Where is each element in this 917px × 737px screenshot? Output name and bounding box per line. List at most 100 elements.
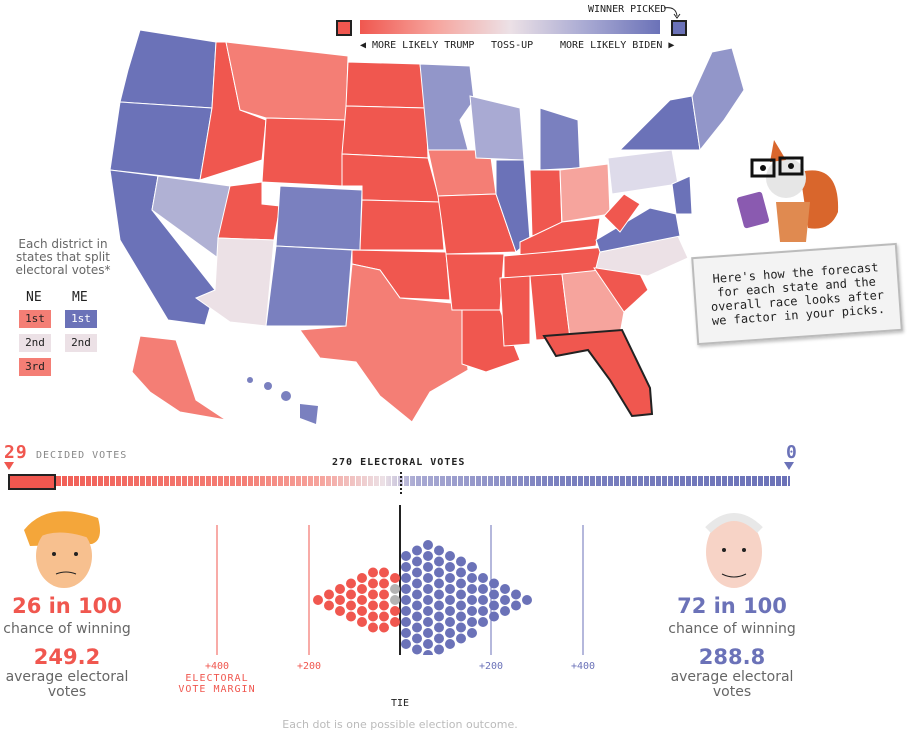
outcome-dot — [401, 595, 411, 605]
state-hi[interactable] — [247, 377, 318, 424]
ne-district-1[interactable]: 1st — [19, 310, 51, 328]
state-ky[interactable] — [519, 217, 601, 257]
electoral-vote-bar[interactable] — [8, 476, 790, 486]
outcome-dot — [456, 633, 466, 644]
state-wv[interactable] — [603, 193, 641, 233]
state-mt[interactable] — [225, 41, 349, 121]
outcome-dot — [445, 562, 455, 572]
tossup-label: TOSS-UP — [491, 40, 534, 51]
state-co[interactable] — [275, 185, 363, 251]
state-tx[interactable] — [299, 263, 469, 423]
outcome-dot — [434, 567, 444, 578]
state-mn[interactable] — [419, 63, 475, 151]
outcome-dot — [335, 606, 345, 616]
state-az[interactable] — [194, 237, 275, 327]
outcome-dot — [412, 644, 422, 655]
outcome-dot — [467, 584, 477, 594]
state-oh[interactable] — [559, 163, 611, 223]
outcome-dot — [412, 545, 422, 556]
biden-chance-label: chance of winning — [668, 621, 796, 637]
outcome-dot — [423, 584, 433, 594]
outcome-dot — [456, 622, 466, 633]
outcome-dot — [412, 622, 422, 633]
state-fl[interactable] — [542, 328, 654, 418]
state-ny[interactable] — [618, 95, 701, 151]
outcome-dot — [434, 545, 444, 556]
trump-400-label: +400 — [204, 661, 230, 672]
biden-avg-label: average electoral votes — [670, 669, 794, 700]
state-wy[interactable] — [261, 117, 347, 187]
more-biden-label: MORE LIKELY BIDEN ▶ — [560, 40, 675, 51]
trump-chance: 26 in 100 — [12, 594, 122, 618]
outcome-dot — [423, 639, 433, 649]
ne-header: NE — [26, 290, 42, 305]
trump-avg-label: average electoral votes — [5, 669, 129, 700]
outcome-dot — [434, 600, 444, 611]
state-ar[interactable] — [445, 253, 505, 311]
state-mi[interactable] — [539, 107, 581, 171]
outcome-dot — [368, 578, 378, 589]
me-district-1[interactable]: 1st — [65, 310, 97, 328]
tie-label: TIE — [390, 698, 410, 709]
state-wi[interactable] — [469, 95, 525, 161]
outcome-dot — [434, 633, 444, 644]
outcome-dot — [522, 595, 532, 605]
outcome-dot — [423, 551, 433, 561]
state-wa[interactable] — [119, 29, 217, 109]
state-ak[interactable] — [131, 335, 227, 421]
outcome-dot — [423, 573, 433, 583]
outcome-dot — [423, 595, 433, 605]
outcome-dot — [401, 562, 411, 572]
outcome-dot — [412, 611, 422, 622]
trump-200-label: +200 — [296, 661, 322, 672]
outcome-dot — [379, 600, 389, 611]
trump-picked-swatch[interactable] — [336, 20, 352, 36]
outcome-dot — [500, 606, 510, 616]
270-marker — [400, 472, 402, 494]
outcome-dot — [456, 611, 466, 622]
outcome-dot — [390, 595, 400, 605]
outcome-dot — [423, 606, 433, 616]
outcome-dot — [401, 551, 411, 561]
state-nj-md-de[interactable] — [671, 175, 693, 215]
state-or[interactable] — [109, 101, 213, 181]
outcome-dot — [467, 606, 477, 616]
outcome-dot — [511, 600, 521, 611]
outcome-dot — [456, 600, 466, 611]
me-district-2[interactable]: 2nd — [65, 334, 97, 352]
state-nd[interactable] — [345, 61, 427, 109]
threshold-label: 270 ELECTORAL VOTES — [332, 457, 466, 468]
caret-down-icon — [784, 462, 794, 470]
ne-district-2[interactable]: 2nd — [19, 334, 51, 352]
outcome-dot — [412, 589, 422, 600]
outcome-dot — [346, 578, 356, 589]
outcome-dot — [456, 556, 466, 567]
outcome-dot — [467, 573, 477, 583]
state-sd[interactable] — [341, 105, 429, 159]
outcome-dot — [500, 584, 510, 594]
state-pa[interactable] — [607, 149, 679, 195]
ne-district-3[interactable]: 3rd — [19, 358, 51, 376]
outcome-dot — [390, 573, 400, 583]
outcome-dot — [478, 617, 488, 627]
outcome-dot — [390, 584, 400, 594]
outcome-dot — [368, 589, 378, 600]
outcome-dot — [379, 622, 389, 633]
outcome-dot — [401, 617, 411, 627]
outcome-dot — [456, 589, 466, 600]
outcome-dot — [357, 595, 367, 605]
caret-down-icon — [4, 462, 14, 470]
decided-votes-label: DECIDED VOTES — [36, 450, 128, 461]
state-ms[interactable] — [499, 275, 531, 347]
outcome-dot — [467, 628, 477, 638]
state-nm[interactable] — [265, 245, 353, 327]
state-ks[interactable] — [359, 199, 445, 251]
outcome-dot — [423, 562, 433, 572]
state-va[interactable] — [595, 207, 681, 253]
biden-picked-swatch[interactable] — [671, 20, 687, 36]
outcome-dot — [456, 578, 466, 589]
outcome-dot — [357, 617, 367, 627]
outcome-dot — [401, 639, 411, 649]
state-new-england[interactable] — [691, 47, 745, 152]
outcome-dot — [489, 589, 499, 600]
